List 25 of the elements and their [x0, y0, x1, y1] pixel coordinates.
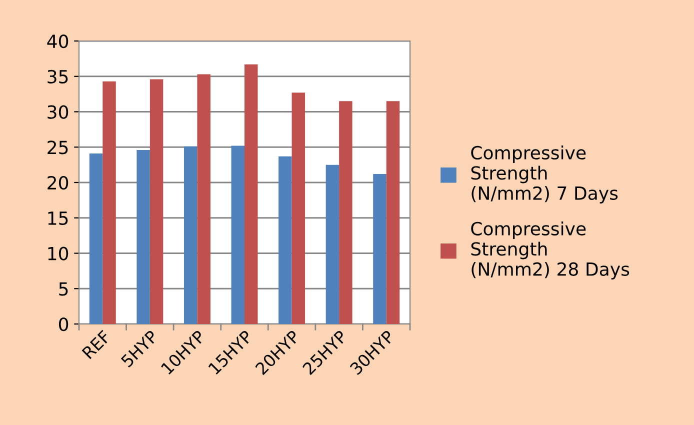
- bar: [373, 174, 386, 324]
- y-tick-label: 10: [48, 246, 68, 260]
- bar: [89, 153, 103, 324]
- bar: [292, 92, 306, 324]
- y-tick-label: 20: [48, 176, 68, 190]
- legend-label: Compressive Strength (N/mm2) 7 Days: [471, 146, 618, 204]
- bar: [102, 81, 116, 324]
- bar: [339, 101, 352, 324]
- bar: [244, 64, 258, 324]
- bar: [386, 101, 400, 324]
- y-tick-label: 15: [48, 212, 68, 225]
- y-tick-label: 30: [48, 105, 68, 119]
- y-tick-label: 35: [48, 70, 68, 84]
- bar: [197, 74, 210, 324]
- bar: [231, 146, 244, 324]
- y-tick-label: 5: [59, 282, 68, 296]
- y-tick-label: 40: [47, 34, 68, 48]
- bar: [184, 146, 198, 324]
- bar: [136, 150, 150, 324]
- y-tick-label: 25: [48, 140, 68, 154]
- legend-label: Compressive Strength (N/mm2) 28 Days: [471, 222, 630, 280]
- y-tick-label: 0: [58, 317, 68, 332]
- bar: [326, 164, 340, 324]
- bar: [278, 156, 292, 324]
- bar: [150, 79, 164, 324]
